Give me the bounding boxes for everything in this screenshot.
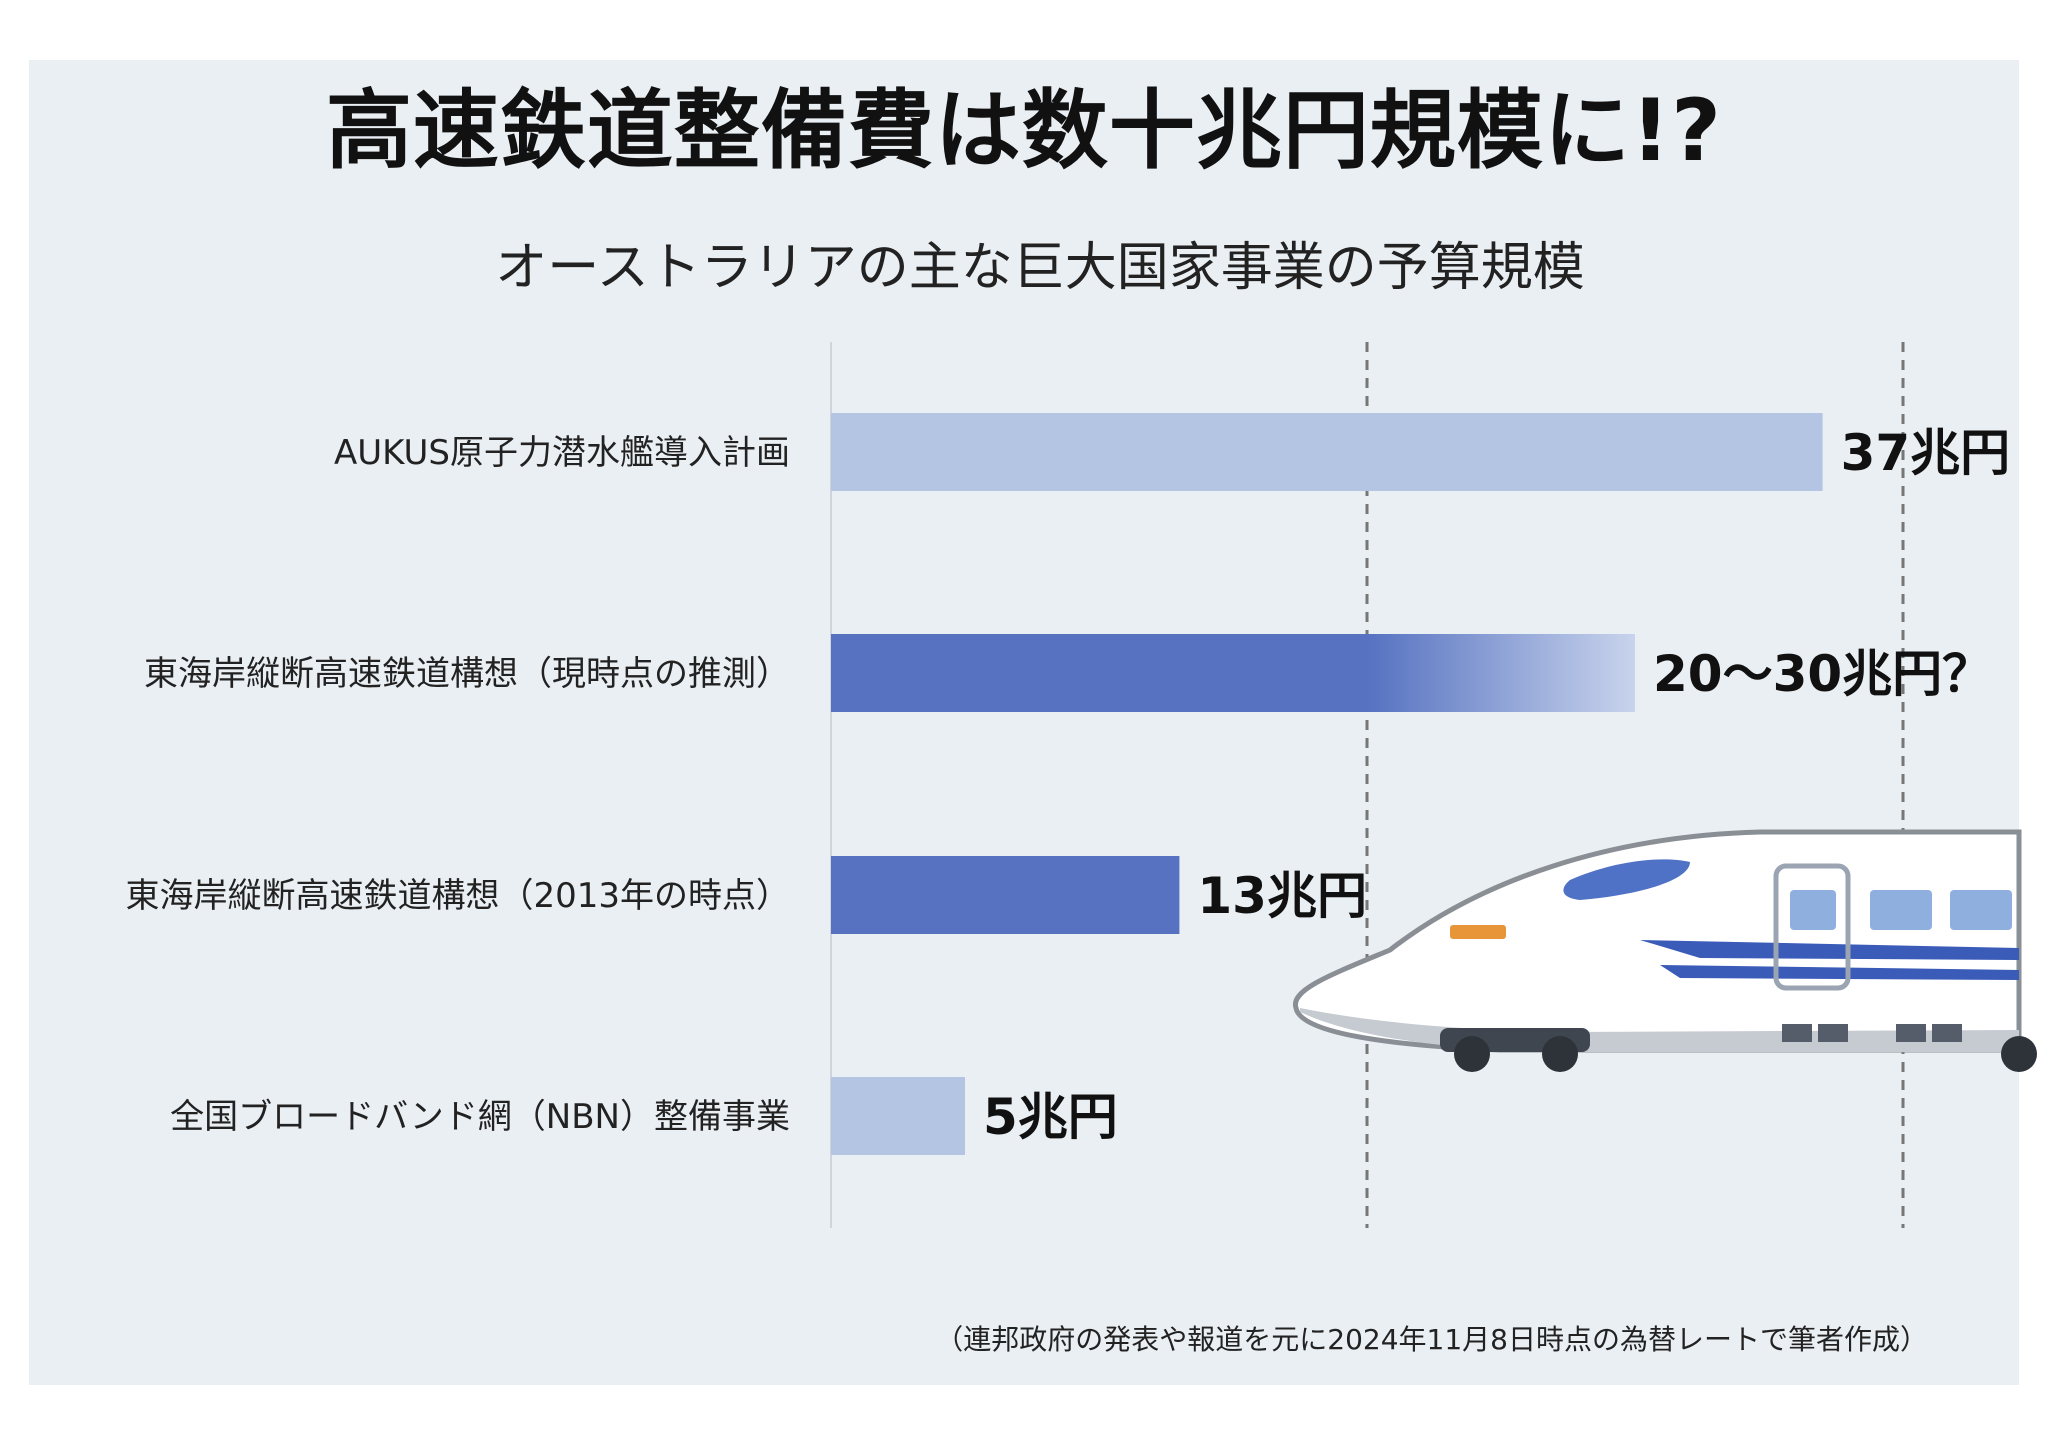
category-label: 東海岸縦断高速鉄道構想（現時点の推測） [144,654,790,694]
category-label: 東海岸縦断高速鉄道構想（2013年の時点） [125,876,790,916]
chart-title: 高速鉄道整備費は数十兆円規模に!? [325,81,1723,181]
bar-range-uncertain [1367,634,1635,712]
source-footnote: （連邦政府の発表や報道を元に2024年11月8日時点の為替レートで筆者作成） [935,1323,1928,1356]
bar-range-low [831,634,1367,712]
value-label: 5兆円 [983,1088,1118,1146]
value-label: 37兆円 [1841,424,2011,482]
category-label: AUKUS原子力潜水艦導入計画 [334,433,790,473]
value-label: 13兆円 [1197,867,1367,925]
bar [831,856,1180,934]
category-label: 全国ブロードバンド網（NBN）整備事業 [170,1097,790,1137]
bar [831,1077,965,1155]
chart-panel [29,60,2019,1385]
shinkansen-train-icon [1292,829,2037,1072]
chart-subtitle: オーストラリアの主な巨大国家事業の予算規模 [495,238,1585,298]
value-label: 20〜30兆円？ [1653,645,1992,703]
bar [831,413,1823,491]
